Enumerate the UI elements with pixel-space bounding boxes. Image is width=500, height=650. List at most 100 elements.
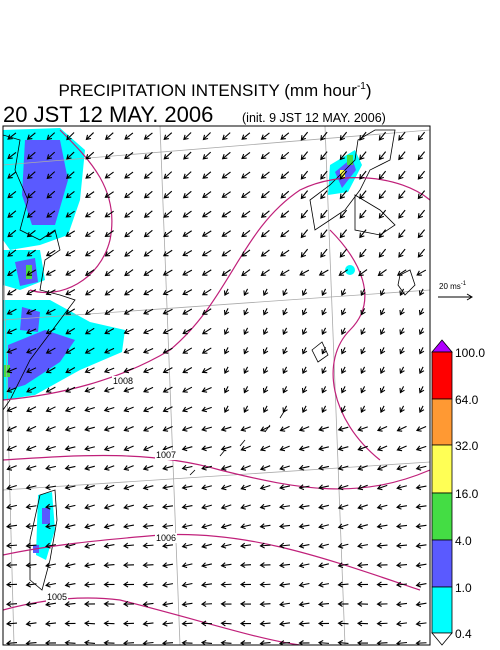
wind-arrow [259,523,271,530]
wind-arrow [122,620,135,627]
wind-arrow [103,523,115,530]
wind-arrow [318,581,330,588]
wind-arrow [417,248,426,258]
wind-arrow [45,328,56,335]
map: 1008 1007 1006 1005 [3,126,430,645]
wind-arrow [163,132,173,140]
wind-arrow [398,151,406,161]
wind-arrow [241,249,251,257]
wind-arrow [124,191,134,199]
wind-arrow [395,581,408,588]
wind-arrow [360,327,366,336]
wind-arrow [221,230,231,237]
wind-arrow [124,152,134,160]
wind-arrow [45,523,57,530]
wind-arrow [378,131,387,141]
wind-arrow [25,562,37,569]
wind-arrow [376,601,388,608]
wind-arrow [282,366,288,375]
wind-arrow [181,620,193,627]
wind-arrow [181,523,193,530]
wind-arrow [356,562,369,569]
wind-arrow [260,152,270,160]
wind-arrow [162,464,173,471]
wind-arrow [240,465,251,471]
wind-arrow [200,601,213,608]
wind-arrow [5,562,18,569]
wind-arrow [337,465,349,471]
wind-arrow [340,405,347,414]
wind-arrow [64,581,76,588]
wind-arrow [300,170,309,180]
wind-arrow [85,151,95,160]
wind-arrow [337,425,349,432]
wind-arrow [84,425,95,432]
wind-arrow [259,465,271,471]
wind-arrow [201,386,212,393]
wind-arrow [162,484,174,491]
wind-arrow [143,386,154,393]
wind-arrow [7,152,17,160]
wind-arrow [379,386,386,394]
wind-arrow [279,269,290,276]
wind-arrow [240,542,252,549]
wind-arrow [25,542,37,549]
wind-arrow [243,347,249,355]
wind-arrow [300,190,309,200]
wind-arrow [181,464,193,471]
wind-arrow [298,523,310,530]
wind-arrow [416,269,427,276]
wind-arrow [104,151,114,160]
wind-arrow [182,327,193,335]
wind-arrow [103,620,115,627]
wind-arrow [260,269,270,276]
wind-arrow [280,249,290,257]
wind-arrow [359,229,367,239]
wind-arrow [376,562,388,569]
wind-arrow [202,151,212,160]
wind-arrow [123,445,134,452]
wind-arrow [418,347,425,355]
wind-arrow [221,171,231,179]
wind-arrow [379,288,386,297]
wind-arrow [241,171,251,179]
wind-arrow [201,523,212,530]
wind-arrow [183,151,192,160]
wind-arrow [64,523,76,530]
wind-arrow [260,249,270,257]
wind-arrow [321,308,327,316]
wind-arrow [6,484,17,491]
wind-arrow [339,170,348,180]
wind-arrow [46,190,56,199]
wind-arrow [84,288,95,296]
wind-arrow [417,170,426,180]
wind-arrow [298,542,310,549]
wind-arrow [26,328,37,335]
wind-arrow [64,445,76,452]
wind-arrow [298,445,310,452]
wind-arrow [396,601,408,608]
wind-arrow [243,308,249,316]
wind-arrow [222,132,231,141]
wind-arrow [162,289,173,296]
wind-arrow [200,620,213,627]
wind-arrow [26,190,36,199]
wind-arrow [317,601,330,608]
wind-arrow [321,327,327,336]
wind-arrow [339,151,348,161]
wind-arrow [220,445,232,452]
wind-arrow [418,327,425,336]
wind-arrow [84,308,95,315]
wind-arrow [278,542,291,549]
wind-arrow [378,209,387,219]
wind-arrow [200,639,213,645]
wind-arrow [279,620,291,627]
wind-arrow [84,445,95,452]
wind-arrow [398,190,406,200]
wind-arrow [279,503,291,510]
wind-arrow [379,347,386,355]
wind-arrow [262,347,269,355]
wind-arrow [201,210,212,218]
wind-arrow [321,347,327,355]
wind-arrow [280,151,290,160]
